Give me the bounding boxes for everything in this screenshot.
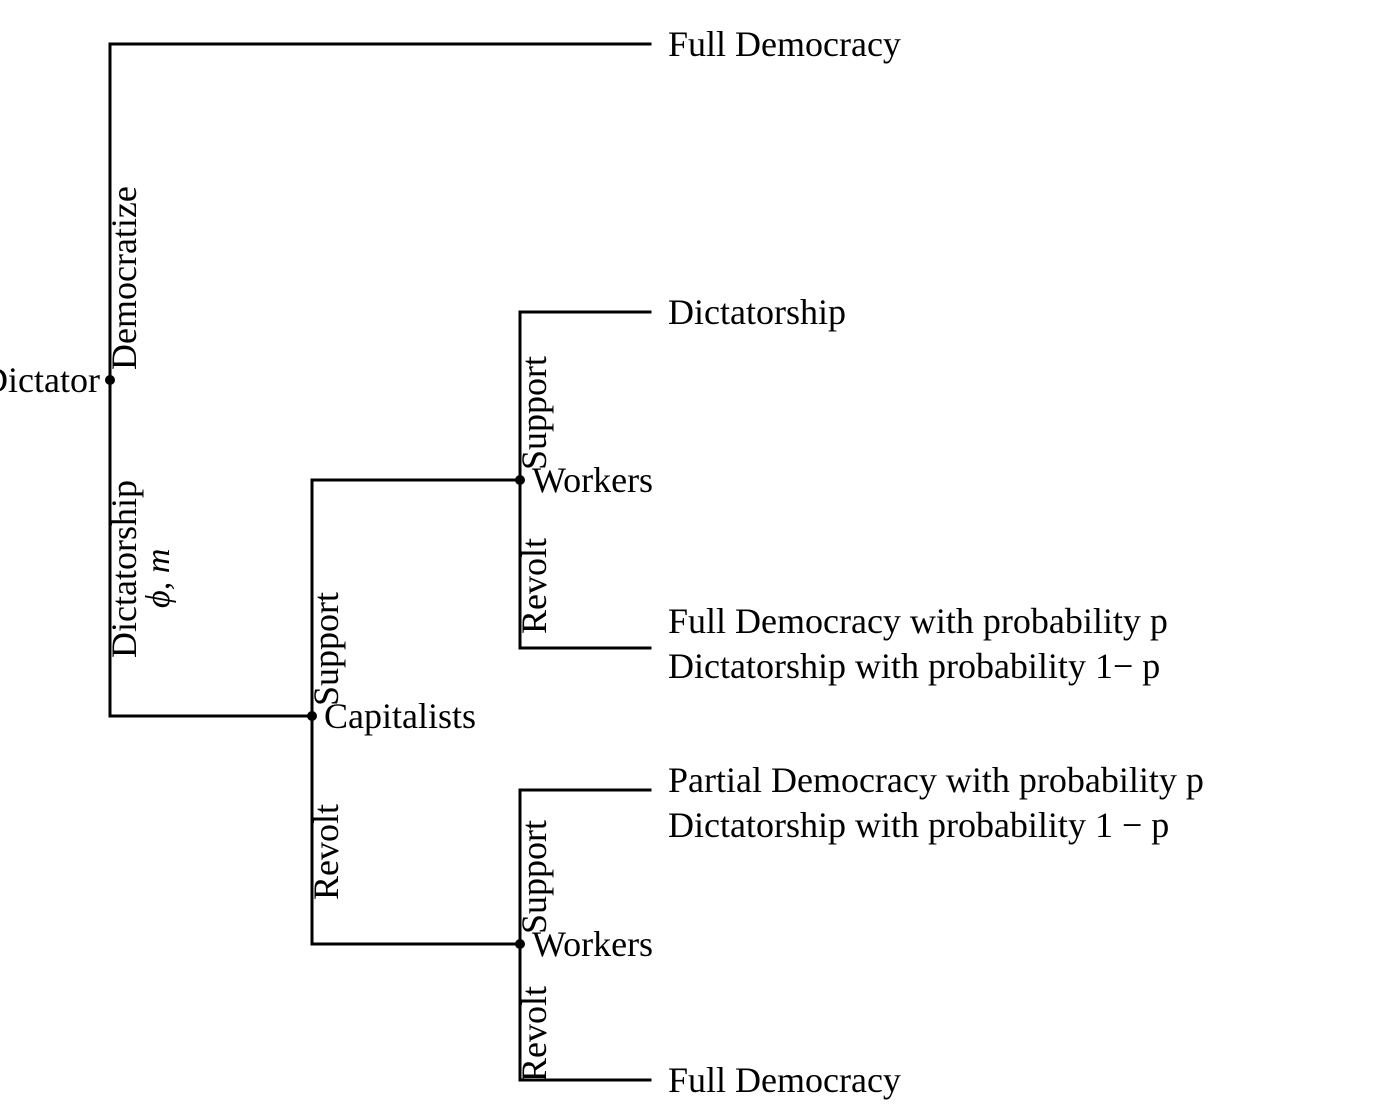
action-workers-upper-support-label: Support [512, 356, 557, 470]
outcome-sr-line2: Dictatorship with probability 1− p [668, 644, 1160, 689]
action-dictatorship-sublabel: ϕ, m [138, 549, 181, 608]
tree-edges [0, 0, 1388, 1104]
game-tree-diagram: Dictator Capitalists Workers Workers Dem… [0, 0, 1388, 1104]
outcome-rs-line1: Partial Democracy with probability p [668, 758, 1204, 803]
outcome-full-democracy-bottom: Full Democracy [668, 1058, 901, 1103]
action-cap-revolt-label: Revolt [304, 804, 349, 900]
action-cap-support-label: Support [304, 592, 349, 706]
action-democratize-label: Democratize [102, 186, 147, 370]
outcome-dictatorship: Dictatorship [668, 290, 846, 335]
action-workers-lower-revolt-label: Revolt [512, 986, 557, 1082]
action-workers-lower-support-label: Support [512, 820, 557, 934]
outcome-rs-line2: Dictatorship with probability 1 − p [668, 803, 1169, 848]
action-workers-upper-revolt-label: Revolt [512, 538, 557, 634]
outcome-sr-line1: Full Democracy with probability p [668, 599, 1168, 644]
player-root-label: Dictator [0, 358, 100, 403]
outcome-full-democracy-top: Full Democracy [668, 22, 901, 67]
